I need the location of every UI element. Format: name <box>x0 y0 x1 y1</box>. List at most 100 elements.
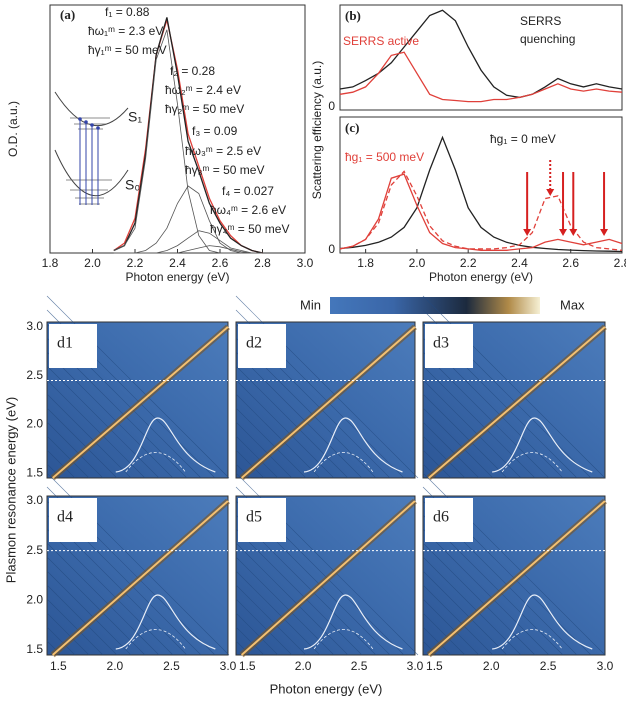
arrow-head <box>523 229 532 236</box>
y-axis-label: Plasmon resonance energy (eV) <box>3 397 18 583</box>
contour-texture <box>422 379 522 479</box>
panel-label: (c) <box>345 120 359 135</box>
x-tick-label: 2.5 <box>351 659 368 673</box>
inset-label: S₁ <box>128 109 142 125</box>
x-tick-label: 1.5 <box>50 659 67 673</box>
x-tick-label: 2.2 <box>460 256 477 270</box>
series-line <box>339 9 623 99</box>
heatmap-panel: d2 <box>235 295 419 481</box>
contour-texture <box>422 584 494 656</box>
y-tick-label: 1.5 <box>26 465 43 479</box>
contour-texture <box>235 556 335 656</box>
contour-texture <box>422 570 508 656</box>
series-line <box>339 51 623 103</box>
annotation: SERRS <box>520 14 561 28</box>
y-tick-label: 0 <box>328 242 335 256</box>
spectrum-overlay <box>492 417 593 473</box>
panel-label-box <box>425 498 473 542</box>
contour-texture <box>422 421 480 479</box>
arrow <box>523 172 532 236</box>
resonance-line <box>428 326 606 479</box>
heatmap-panel: d3 <box>422 295 607 481</box>
annotation: ħγ₄ᵐ = 50 meV <box>210 222 289 236</box>
contour-texture <box>46 421 104 479</box>
annotation: ħω₂ᵐ = 2.4 eV <box>165 83 241 97</box>
contour-texture <box>422 612 466 656</box>
x-tick-label: 2.0 <box>409 256 426 270</box>
panel-label: d4 <box>57 509 73 526</box>
x-tick-label: 3.0 <box>297 256 314 270</box>
x-tick-label: 2.8 <box>614 256 626 270</box>
colorbar-label: Max <box>560 297 585 312</box>
panel-label: d3 <box>433 335 449 352</box>
x-tick-label: 2.0 <box>295 659 312 673</box>
contour-texture <box>46 449 76 479</box>
arrow-head <box>600 229 609 236</box>
contour-texture <box>235 598 293 656</box>
inset-diagram <box>54 91 129 205</box>
x-tick-label: 3.0 <box>597 659 614 673</box>
series-line <box>113 17 263 254</box>
y-tick-label: 1.5 <box>26 642 43 656</box>
series-line <box>339 173 623 251</box>
x-tick-label: 3.0 <box>407 659 424 673</box>
panel-label-box <box>238 498 286 542</box>
panel-label: d2 <box>246 335 262 352</box>
contour-texture <box>235 612 279 656</box>
colorbar <box>330 297 540 314</box>
contour-texture <box>235 351 363 479</box>
resonance-line <box>240 326 416 479</box>
annotation: ħω₄ᵐ = 2.6 eV <box>210 203 286 217</box>
y-tick-label: 3.0 <box>26 319 43 333</box>
annotation: f₃ = 0.09 <box>192 124 238 138</box>
spectrum-overlay <box>501 629 563 650</box>
spectrum-overlay <box>125 452 186 473</box>
panel-label-box <box>49 324 97 368</box>
arrow <box>569 172 578 236</box>
x-tick-label: 2.2 <box>127 256 144 270</box>
contour-texture <box>46 379 146 479</box>
contour-texture <box>46 556 146 656</box>
resonance-line <box>240 500 416 656</box>
spectrum-overlay <box>125 629 186 650</box>
panel-label: (b) <box>345 8 361 23</box>
y-tick-label: 3.0 <box>26 493 43 507</box>
x-axis-label: Photon energy (eV) <box>270 681 383 696</box>
x-tick-label: 2.4 <box>511 256 528 270</box>
panel-label: d1 <box>57 335 73 352</box>
y-tick-label: 0 <box>328 99 335 113</box>
contour-texture <box>46 407 118 479</box>
spectrum-overlay <box>115 417 216 473</box>
spectrum-overlay <box>313 629 374 650</box>
x-tick-label: 2.0 <box>107 659 124 673</box>
panel-label-box <box>238 324 286 368</box>
contour-texture <box>46 570 132 656</box>
contour-texture <box>46 393 132 479</box>
x-tick-label: 1.8 <box>42 256 59 270</box>
contour-texture <box>422 598 480 656</box>
x-tick-label: 2.6 <box>212 256 229 270</box>
contour-texture <box>235 365 349 479</box>
contour-texture <box>422 435 466 479</box>
panel-label: d6 <box>433 509 449 526</box>
contour-texture <box>46 528 174 656</box>
contour-texture <box>422 528 550 656</box>
arrow <box>600 172 609 236</box>
y-axis-label: O.D. (a.u.) <box>6 101 20 157</box>
series-line <box>339 135 623 253</box>
annotation: SERRS active <box>343 34 419 48</box>
contour-texture <box>235 435 279 479</box>
contour-texture <box>235 421 293 479</box>
colorbar-label: Min <box>300 297 321 312</box>
x-tick-label: 2.0 <box>483 659 500 673</box>
contour-texture <box>235 379 335 479</box>
contour-texture <box>46 626 76 656</box>
annotation: ħω₃ᵐ = 2.5 eV <box>185 144 261 158</box>
annotation: ħω₁ᵐ = 2.3 eV <box>88 24 163 38</box>
annotation: ħγ₂ᵐ = 50 meV <box>165 102 244 116</box>
contour-texture <box>46 435 90 479</box>
series-line <box>113 17 263 254</box>
panel-label: (a) <box>60 7 75 22</box>
annotation: f₄ = 0.027 <box>222 184 274 198</box>
